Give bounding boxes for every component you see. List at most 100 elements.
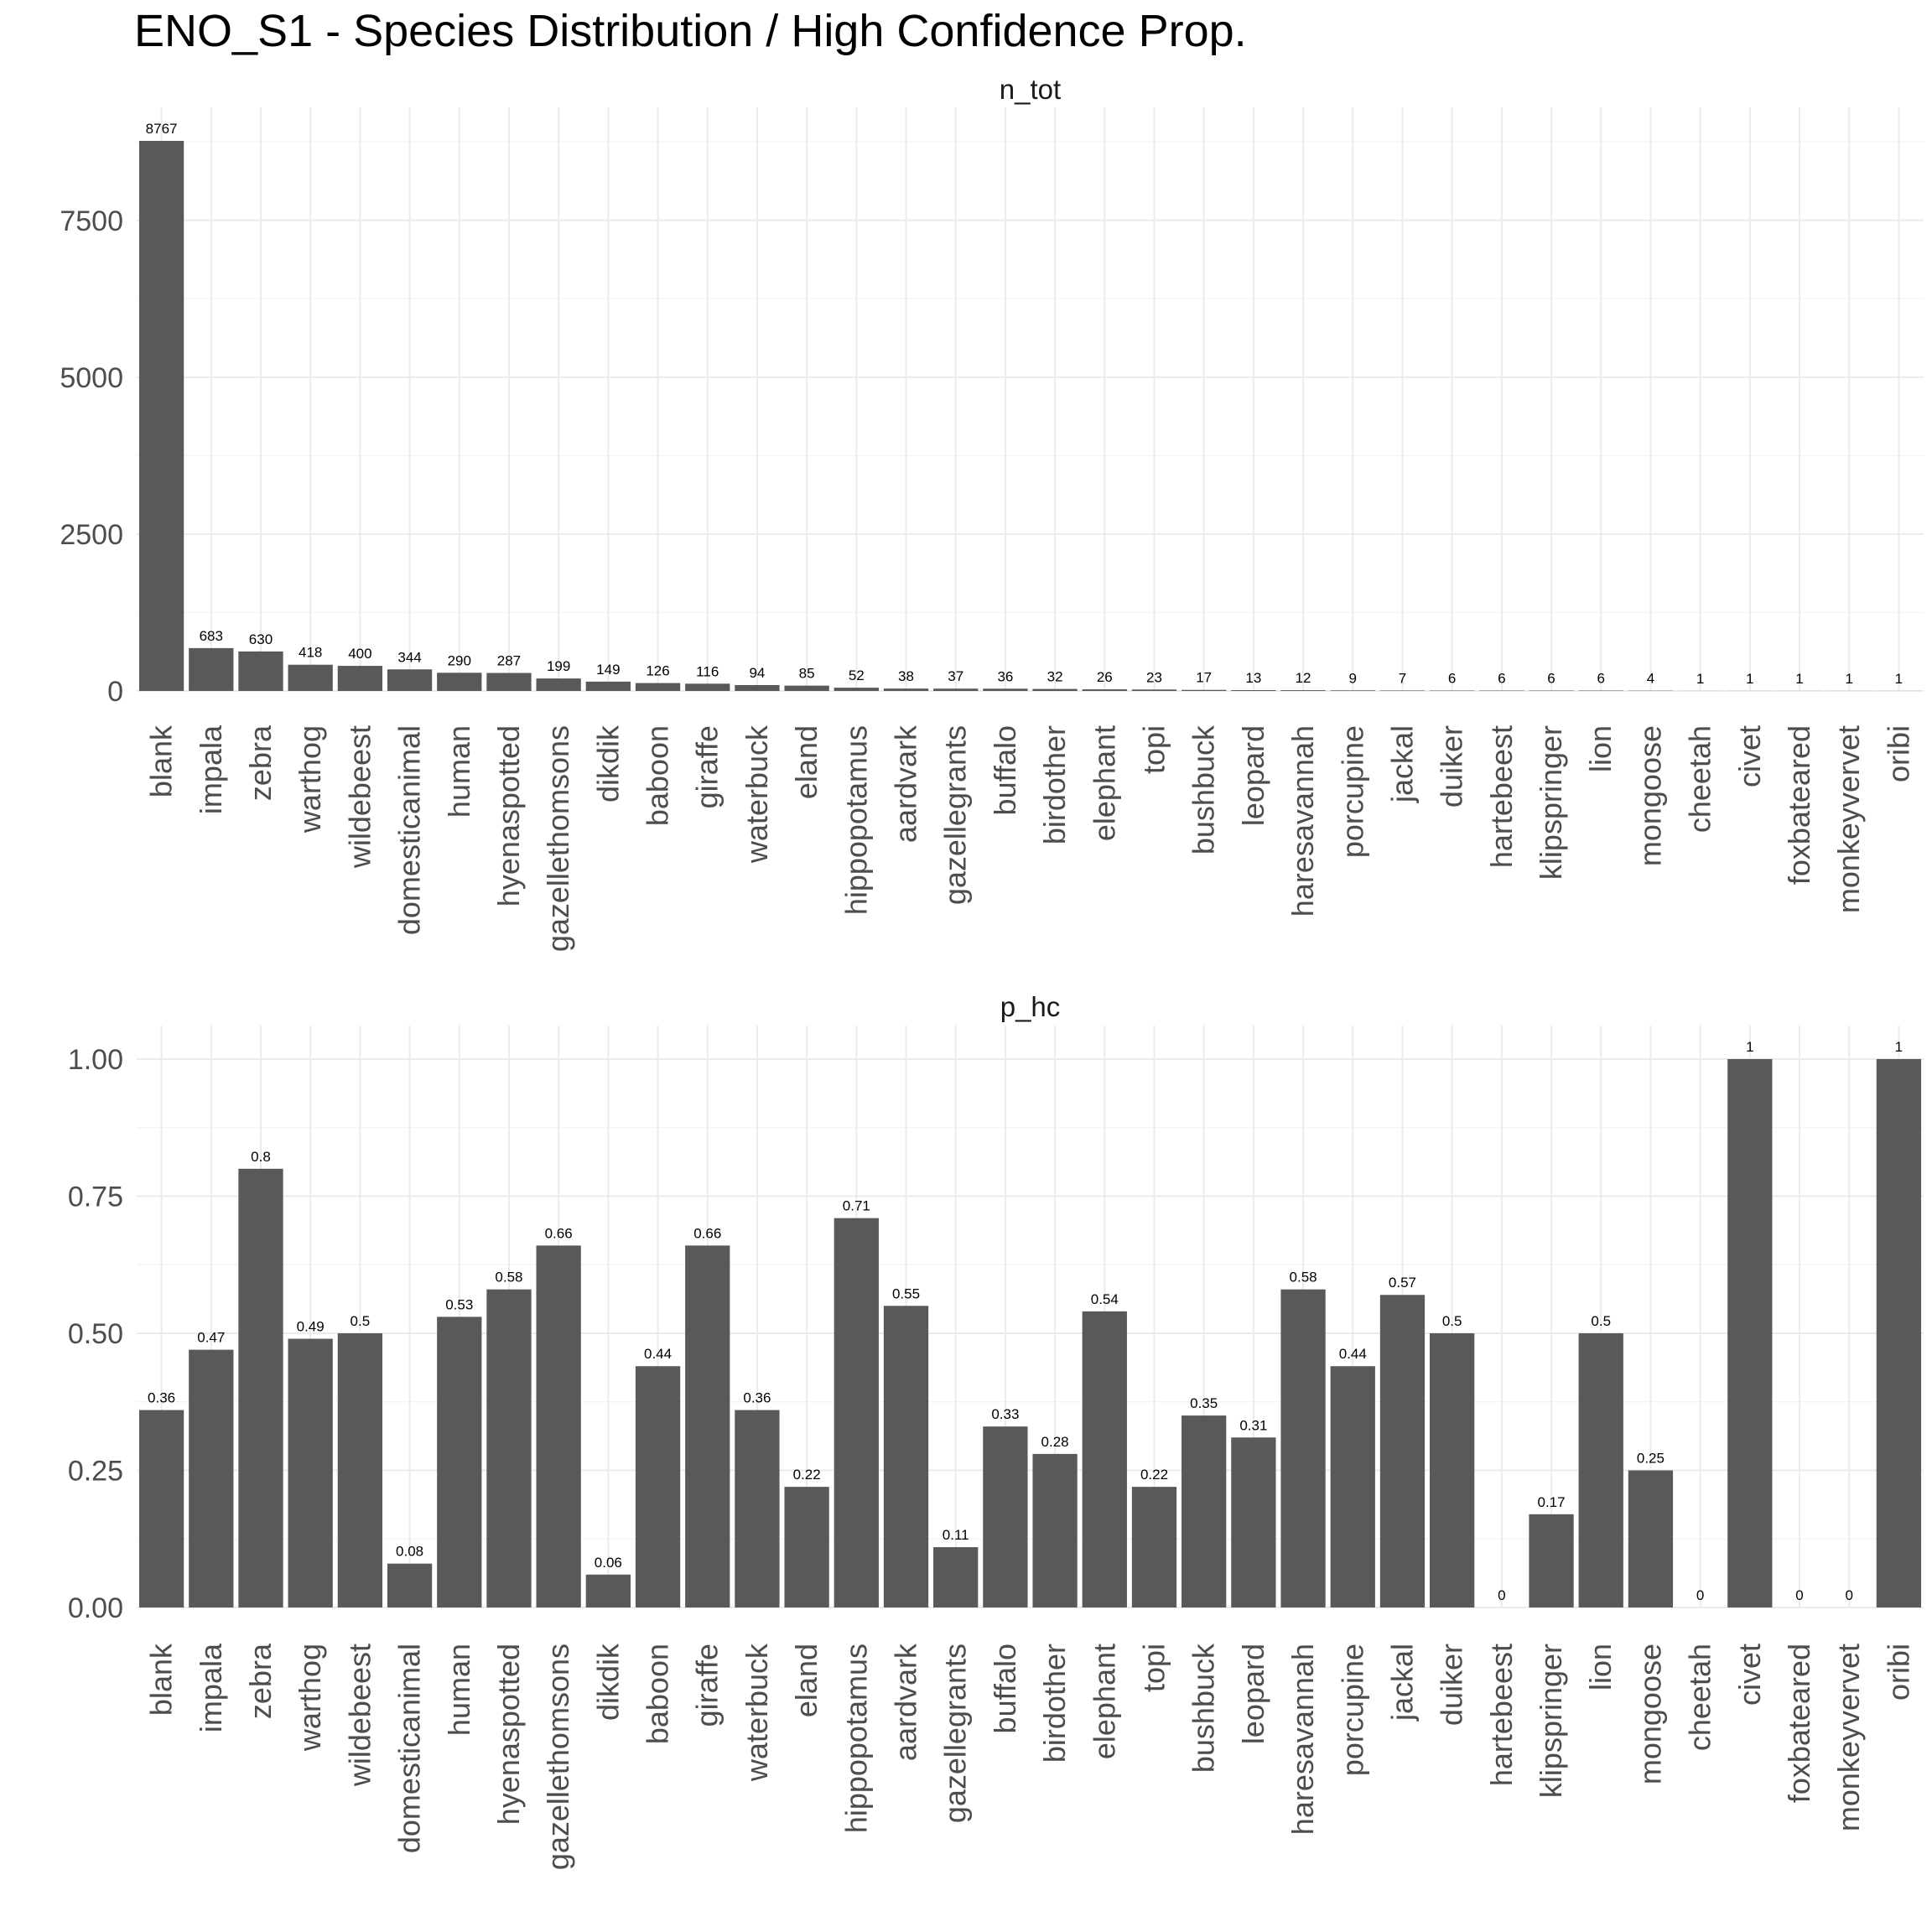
- x-tick-label: domesticanimal: [392, 725, 427, 935]
- x-tick-label: eland: [789, 725, 823, 799]
- x-tick-label: blank: [144, 724, 179, 797]
- x-tick-label: hippopotamus: [839, 1644, 873, 1833]
- x-tick-label: duiker: [1435, 1644, 1469, 1726]
- bar: [585, 1574, 631, 1607]
- x-tick-label: topi: [1136, 725, 1171, 774]
- data-label: 0.5: [1591, 1313, 1611, 1329]
- bar: [1280, 1289, 1326, 1607]
- data-label: 0: [1498, 1587, 1505, 1603]
- bar: [337, 1333, 383, 1607]
- x-tick-label: foxbateared: [1782, 725, 1816, 885]
- data-label: 1: [1895, 1039, 1903, 1055]
- x-tick-label: birdother: [1037, 725, 1072, 844]
- data-label: 23: [1146, 669, 1162, 685]
- bar: [337, 666, 383, 691]
- bar: [635, 683, 681, 691]
- y-tick-label: 7500: [60, 205, 123, 237]
- bar: [735, 1410, 780, 1607]
- x-tick-label: topi: [1136, 1644, 1171, 1692]
- x-tick-label: lion: [1583, 725, 1618, 772]
- bar: [536, 678, 581, 691]
- data-label: 26: [1097, 669, 1113, 685]
- data-label: 0: [1845, 1587, 1852, 1603]
- x-tick-label: cheetah: [1683, 725, 1717, 833]
- bar: [288, 1338, 333, 1607]
- x-tick-label: civet: [1732, 1644, 1767, 1706]
- bar: [1529, 1514, 1574, 1607]
- data-label: 0.28: [1041, 1434, 1069, 1450]
- x-tick-label: gazellegrants: [938, 725, 973, 905]
- data-label: 0.53: [445, 1296, 473, 1312]
- x-tick-label: buffalo: [988, 1644, 1022, 1733]
- bar: [288, 664, 333, 691]
- x-tick-label: dikdik: [590, 724, 625, 802]
- x-tick-label: warthog: [293, 725, 327, 834]
- y-tick-label: 5000: [60, 362, 123, 394]
- bar: [1032, 688, 1078, 691]
- data-label: 0.06: [595, 1555, 622, 1571]
- data-label: 0.08: [396, 1544, 423, 1560]
- data-label: 116: [696, 663, 719, 679]
- bar: [983, 688, 1028, 691]
- x-tick-label: warthog: [293, 1644, 327, 1752]
- bar: [1231, 690, 1276, 691]
- data-label: 0.36: [148, 1390, 175, 1406]
- data-label: 4: [1647, 671, 1654, 687]
- data-label: 0.22: [1140, 1467, 1168, 1483]
- data-label: 199: [547, 658, 570, 674]
- chart-title: ENO_S1 - Species Distribution / High Con…: [134, 6, 1247, 56]
- x-tick-label: mongoose: [1633, 1644, 1667, 1784]
- x-tick-label: haresavannah: [1285, 725, 1320, 917]
- data-label: 7: [1399, 670, 1406, 686]
- y-tick-label: 0.50: [68, 1318, 123, 1350]
- data-label: 0.44: [1339, 1346, 1367, 1362]
- data-label: 0.8: [251, 1149, 271, 1165]
- x-tick-label: klipspringer: [1534, 725, 1568, 880]
- x-tick-label: klipspringer: [1534, 1644, 1568, 1798]
- y-tick-label: 0.75: [68, 1182, 123, 1213]
- x-tick-label: waterbuck: [740, 1643, 774, 1782]
- bar: [685, 1245, 730, 1607]
- bar: [1330, 1366, 1375, 1607]
- y-tick-label: 0.00: [68, 1592, 123, 1624]
- x-tick-label: giraffe: [690, 725, 724, 808]
- x-tick-label: birdother: [1037, 1644, 1072, 1763]
- x-tick-label: eland: [789, 1644, 823, 1717]
- x-tick-label: hartebeest: [1484, 1644, 1519, 1786]
- bar: [1082, 1311, 1127, 1607]
- bar: [834, 688, 879, 691]
- data-label: 0: [1795, 1587, 1803, 1603]
- x-tick-label: elephant: [1087, 1644, 1121, 1759]
- data-label: 0.31: [1239, 1417, 1267, 1433]
- bar: [1280, 690, 1326, 691]
- data-label: 6: [1597, 671, 1605, 687]
- x-tick-label: civet: [1732, 725, 1767, 787]
- data-label: 0.17: [1537, 1494, 1565, 1510]
- panel-n-tot: 0 2500 5000 7500 n_tot 8767 blank 683 impala 630 z…: [60, 74, 1924, 952]
- data-label: 0.47: [197, 1330, 225, 1346]
- bar: [1182, 1415, 1227, 1607]
- data-label: 94: [749, 665, 765, 681]
- data-label: 6: [1547, 671, 1555, 687]
- data-label: 0.35: [1190, 1395, 1218, 1411]
- bar: [1379, 1295, 1426, 1607]
- bar: [437, 1317, 482, 1607]
- data-label: 149: [596, 662, 620, 678]
- x-tick-label: dikdik: [590, 1643, 625, 1721]
- x-tick-label: bushbuck: [1187, 724, 1221, 854]
- data-label: 38: [898, 668, 914, 684]
- x-tick-label: zebra: [243, 1643, 278, 1719]
- bar: [735, 684, 780, 691]
- data-label: 0.58: [1290, 1270, 1317, 1285]
- x-tick-label: porcupine: [1335, 725, 1369, 858]
- data-label: 0.25: [1637, 1451, 1665, 1467]
- bar: [983, 1426, 1028, 1607]
- data-label: 13: [1245, 670, 1261, 686]
- data-label: 6: [1498, 671, 1505, 687]
- x-tick-label: buffalo: [988, 725, 1022, 815]
- x-tick-label: hyenaspotted: [491, 1644, 526, 1825]
- data-label: 36: [997, 668, 1013, 684]
- y-tick-label: 0.25: [68, 1456, 123, 1488]
- data-label: 1: [1795, 671, 1803, 687]
